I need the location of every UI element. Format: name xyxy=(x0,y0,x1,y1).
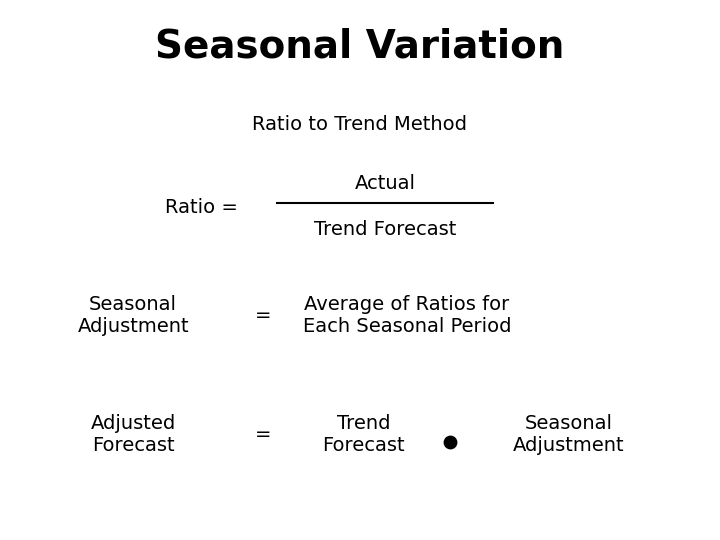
Text: =: = xyxy=(255,425,271,444)
Text: Actual: Actual xyxy=(355,174,415,193)
Text: Adjusted
Forecast: Adjusted Forecast xyxy=(91,414,176,455)
Text: Seasonal
Adjustment: Seasonal Adjustment xyxy=(513,414,625,455)
Text: Trend Forecast: Trend Forecast xyxy=(314,220,456,239)
Text: =: = xyxy=(255,306,271,326)
Text: Ratio to Trend Method: Ratio to Trend Method xyxy=(253,114,467,134)
Text: Trend
Forecast: Trend Forecast xyxy=(323,414,405,455)
Text: Ratio =: Ratio = xyxy=(165,198,238,218)
Text: Seasonal Variation: Seasonal Variation xyxy=(156,27,564,65)
Point xyxy=(444,437,456,446)
Text: Seasonal
Adjustment: Seasonal Adjustment xyxy=(77,295,189,336)
Text: Average of Ratios for
Each Seasonal Period: Average of Ratios for Each Seasonal Peri… xyxy=(302,295,511,336)
